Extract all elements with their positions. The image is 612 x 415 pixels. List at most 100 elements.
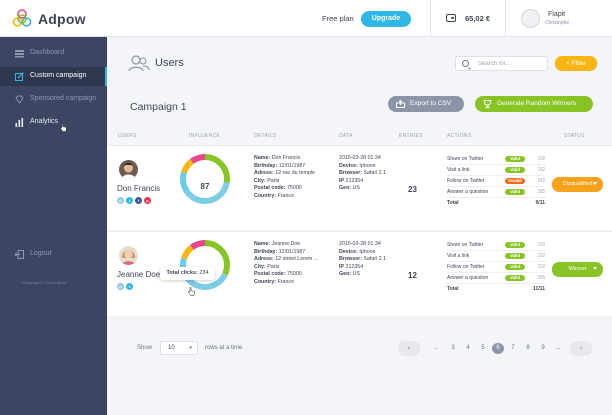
detail-birthday: 12/01/1987 [278,162,306,169]
detail-label: Name: [254,241,271,247]
prev-page-button[interactable]: ‹ [398,341,420,356]
status-badge: Valid [505,253,525,259]
page-link[interactable]: 5 [481,345,485,351]
action-item: Share on Twitter Valid 2/2 [447,154,545,165]
sidebar-item-label: Analytics [30,118,59,125]
data-device: Iphone [359,248,376,255]
status-dropdown[interactable]: Disqualified [552,177,603,192]
influence-donut[interactable] [179,239,231,291]
sidebar-item-label: Dashboard [30,49,65,56]
status-badge: Valid [505,242,525,248]
status-badge: Valid [505,264,525,270]
rows-per-page-select[interactable]: 10 ▾ [160,341,198,355]
export-csv-button[interactable]: Export to CSV [388,96,464,112]
action-item: Follow on Twitter Invalid 0/2 [447,176,545,187]
hand-cursor-icon [188,287,195,296]
sidebar-item-logout[interactable]: Logout [0,245,107,264]
status-badge: Valid [505,275,525,281]
page-link[interactable]: 4 [466,345,470,351]
twitter-icon[interactable]: t [126,283,133,290]
data-geo: US [352,185,360,192]
logout-icon [15,250,24,259]
page-link[interactable]: 7 [511,345,515,351]
search-input[interactable] [478,59,540,69]
data-device: Iphone [359,162,376,169]
logo-icon [12,9,32,27]
sidebar-item-custom-campaign[interactable]: Custom campaign [0,67,107,86]
table-row[interactable]: Don Francis @ t f p 87 Name: Don Francis… [107,145,612,230]
hand-cursor-icon [60,123,67,132]
generate-winners-label: Generate Random Winners [497,100,577,107]
upgrade-button[interactable]: Upgrade [361,11,411,27]
action-name: Share on Twitter [447,242,484,248]
user-name[interactable]: Jeanne Doe [117,270,161,279]
email-icon[interactable]: @ [117,283,124,290]
column-header-influence: INFLUENCE [189,133,221,139]
next-page-button[interactable]: › [570,341,592,356]
app-name: Adpow [38,11,86,27]
detail-city: Paris [267,177,280,184]
actions-list: Share on Twitter Valid 2/2 Visit a link … [447,154,545,209]
detail-label: City: [254,177,266,184]
tooltip-value: 234 [199,270,209,276]
divider [505,0,506,37]
avatar[interactable] [521,9,540,28]
influence-donut[interactable] [179,153,231,205]
action-count: 0/2 [538,178,545,184]
column-header-actions: ACTIONS [447,133,472,139]
show-label: Show [137,345,153,351]
data-label: Device: [339,162,358,169]
influence-tooltip: Total clicks: 234 [160,267,215,280]
action-count: 2/2 [538,253,545,259]
user-details: Name: Jeanne Doe Birthday: 12/01/1987 Ad… [254,241,318,287]
page-link[interactable]: 8 [526,345,530,351]
page-link[interactable]: 9 [541,345,545,351]
user-photo [119,246,138,265]
export-csv-label: Export to CSV [410,100,452,107]
total-count: 11/11 [533,286,545,292]
data-label: IP [339,177,345,184]
action-item: Share on Twitter Valid 2/2 [447,240,545,251]
detail-postal: 75000 [286,185,302,192]
page-ellipsis: ... [433,345,439,351]
user-name[interactable]: Don Francis [117,184,161,193]
data-browser: Safari 2.1 [363,256,387,263]
user-data: 2015-03-28 01:34 Device: Iphone Browser:… [339,241,386,279]
pinterest-icon[interactable]: p [144,197,151,204]
status-dropdown[interactable]: Winner [552,262,603,277]
column-header-entries: ENTRIES [399,133,423,139]
twitter-icon[interactable]: t [126,197,133,204]
data-label: Device: [339,248,358,255]
action-name: Follow on Twitter [447,178,485,184]
balance: 65,02 € [465,14,491,23]
table-header: USERS INFLUENCE DETAILS DATA ENTRIES ACT… [107,129,612,145]
logo[interactable]: Adpow [11,8,111,30]
user-avatar[interactable] [119,246,138,265]
page-link-active[interactable]: 6 [492,343,504,354]
search-box[interactable] [455,56,548,71]
wallet-icon [446,14,456,22]
action-name: Visit a link [447,167,470,173]
sidebar-item-analytics[interactable]: Analytics [0,113,107,132]
sidebar-item-sponsored-campaign[interactable]: Sponsored campaign [0,90,107,109]
bar-chart-icon [15,118,24,127]
user-name[interactable]: Flapit [548,11,566,18]
generate-winners-button[interactable]: Generate Random Winners [475,96,593,112]
detail-label: Postal code: [254,271,286,278]
status-badge: Valid [505,156,525,162]
influence-score: 87 [200,182,210,191]
user-avatar[interactable] [119,160,138,179]
sidebar-item-dashboard[interactable]: Dashboard [0,44,107,63]
data-ip: 212354 [345,263,364,270]
email-icon[interactable]: @ [117,197,124,204]
action-item: Follow on Twitter Valid 2/2 [447,262,545,273]
data-label: Geo: [339,271,352,278]
column-header-users: USERS [118,133,137,139]
page-link[interactable]: 3 [451,345,455,351]
action-item: Answer a question Valid 5/5 [447,187,545,198]
tooltip-label: Total clicks: [166,270,198,276]
campaign-title: Campaign 1 [130,101,187,113]
filter-button[interactable]: + Filter [555,56,597,71]
action-count: 5/5 [538,275,545,281]
facebook-icon[interactable]: f [135,197,142,204]
